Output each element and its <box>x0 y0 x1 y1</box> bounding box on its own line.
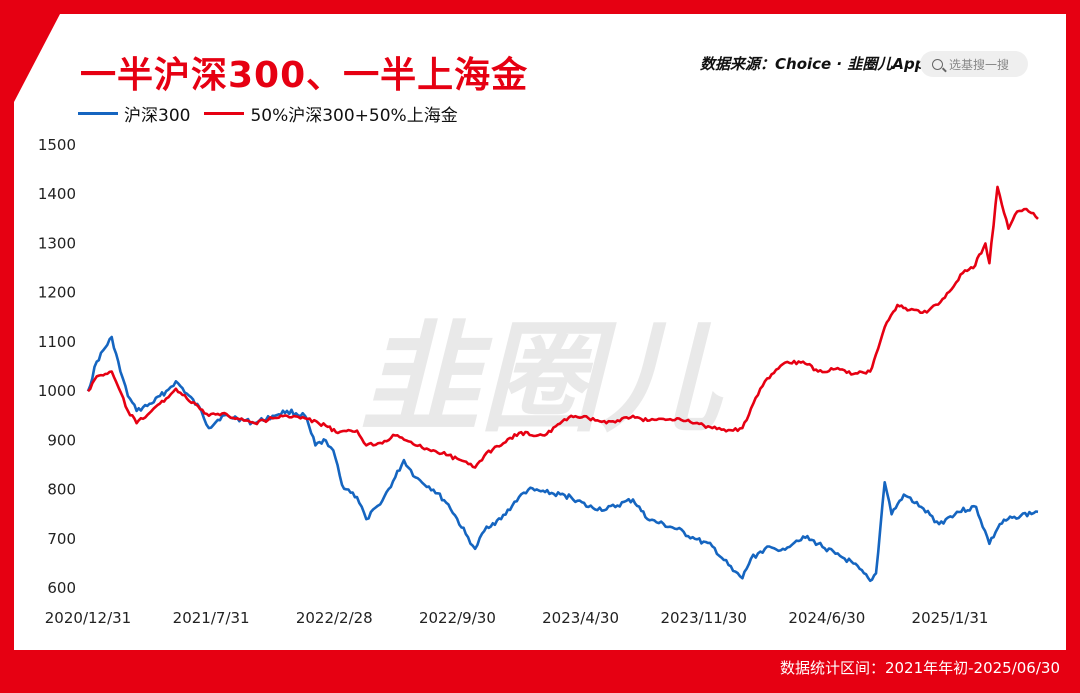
y-tick-label: 800 <box>47 481 76 499</box>
search-box[interactable]: 选基搜一搜 <box>920 51 1028 77</box>
watermark: 韭圈儿 <box>360 310 724 449</box>
search-placeholder: 选基搜一搜 <box>949 57 1010 72</box>
y-tick-label: 1200 <box>38 284 76 302</box>
legend-label-mix: 50%沪深300+50%上海金 <box>250 106 458 126</box>
legend-label-csi300: 沪深300 <box>124 106 191 126</box>
legend-item-mix: 50%沪深300+50%上海金 <box>204 101 458 126</box>
series-group <box>86 185 1039 583</box>
x-axis: 2020/12/31 2021/7/31 2022/2/28 2022/9/30 202… <box>45 609 989 627</box>
legend-item-csi300: 沪深300 <box>78 101 190 126</box>
corner-decoration <box>14 14 60 102</box>
y-axis: 600 700 800 900 1000 1100 1200 1300 1400 1500 <box>38 136 76 597</box>
y-tick-label: 900 <box>47 431 76 449</box>
y-tick-label: 600 <box>47 579 76 597</box>
x-tick-label: 2020/12/31 <box>45 609 131 627</box>
date-range-note: 数据统计区间：2021年年初-2025/06/30 <box>779 659 1060 677</box>
chart-title: 一半沪深300、一半上海金 <box>80 55 529 96</box>
x-tick-label: 2025/1/31 <box>912 609 989 627</box>
y-tick-label: 700 <box>47 530 76 548</box>
x-tick-label: 2023/11/30 <box>660 609 746 627</box>
x-tick-label: 2021/7/31 <box>173 609 250 627</box>
search-icon <box>932 58 943 70</box>
x-tick-label: 2023/4/30 <box>542 609 619 627</box>
legend-swatch-blue <box>78 112 118 115</box>
line-chart: 韭圈儿 600 700 800 900 1000 1100 1200 1300 1400 1500… <box>38 136 1039 627</box>
y-tick-label: 1100 <box>38 333 76 351</box>
y-tick-label: 1300 <box>38 234 76 252</box>
chart-legend: 沪深300 50%沪深300+50%上海金 <box>78 101 458 126</box>
y-tick-label: 1400 <box>38 185 76 203</box>
chart-card <box>14 14 1066 650</box>
series-line-mix <box>87 185 1039 469</box>
data-source-label: 数据来源：Choice · 韭圈儿App <box>700 55 926 73</box>
y-tick-label: 1000 <box>38 382 76 400</box>
x-tick-label: 2024/6/30 <box>788 609 865 627</box>
x-tick-label: 2022/2/28 <box>296 609 373 627</box>
legend-swatch-red <box>204 112 245 115</box>
y-tick-label: 1500 <box>38 136 76 154</box>
x-tick-label: 2022/9/30 <box>419 609 496 627</box>
